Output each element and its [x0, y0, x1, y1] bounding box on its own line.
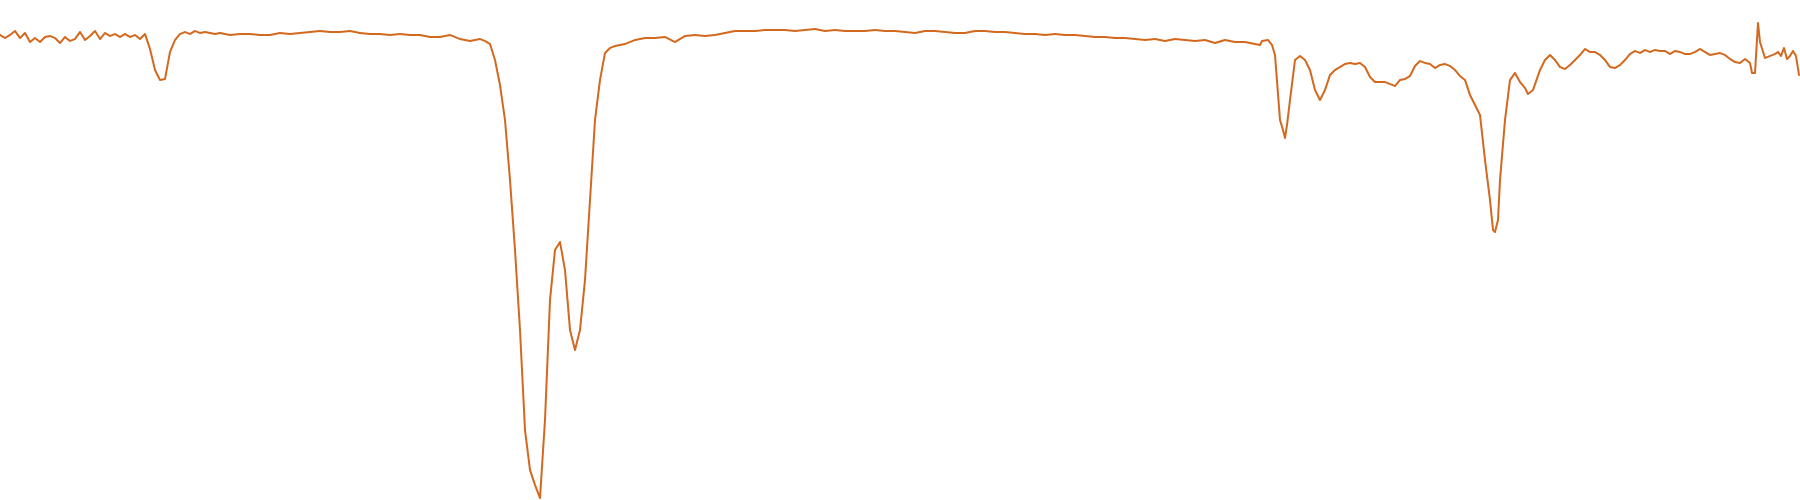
series-line-0 [0, 22, 1800, 499]
series-layer [0, 22, 1800, 499]
